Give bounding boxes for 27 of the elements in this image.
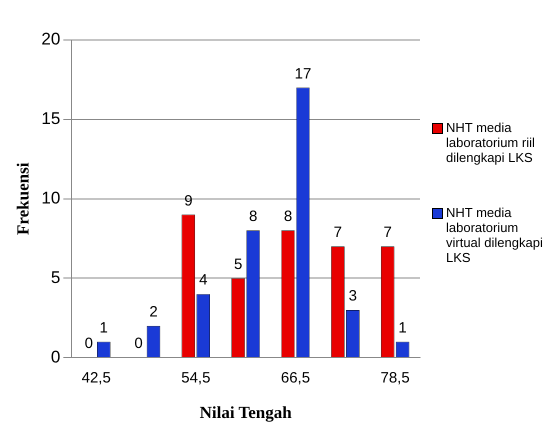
data-label: 0 — [84, 335, 93, 352]
legend-label: NHT media laboratorium virtual dilengkapi LKS — [446, 205, 544, 265]
data-label: 5 — [234, 256, 242, 273]
x-axis-title: Nilai Tengah — [200, 403, 292, 422]
data-label: 4 — [199, 272, 208, 289]
x-tick-label: 66,5 — [280, 370, 310, 387]
data-label: 1 — [398, 319, 407, 336]
y-tick-label: 10 — [41, 188, 60, 208]
data-label: 17 — [294, 65, 312, 82]
y-tick-label: 20 — [41, 30, 60, 49]
y-tick-label: 5 — [50, 268, 60, 287]
x-tick-label: 42,5 — [82, 370, 111, 387]
x-tick-label: 54,5 — [181, 370, 210, 387]
data-label: 8 — [248, 208, 258, 226]
y-axis-title: Frekuensi — [14, 162, 33, 236]
data-label: 2 — [149, 303, 158, 320]
data-label: 7 — [334, 224, 342, 242]
data-label: 9 — [184, 192, 193, 210]
data-label: 3 — [348, 288, 357, 305]
y-tick-label: 0 — [50, 347, 60, 366]
y-tick-label: 15 — [41, 109, 60, 128]
data-label: 8 — [284, 208, 292, 226]
x-tick-label: 78,5 — [380, 370, 410, 387]
data-label: 0 — [134, 335, 143, 352]
data-label: 1 — [100, 319, 108, 336]
legend-label: NHT media laboratorium riil dilengkapi LKS — [446, 120, 536, 165]
data-label: 7 — [383, 224, 392, 242]
